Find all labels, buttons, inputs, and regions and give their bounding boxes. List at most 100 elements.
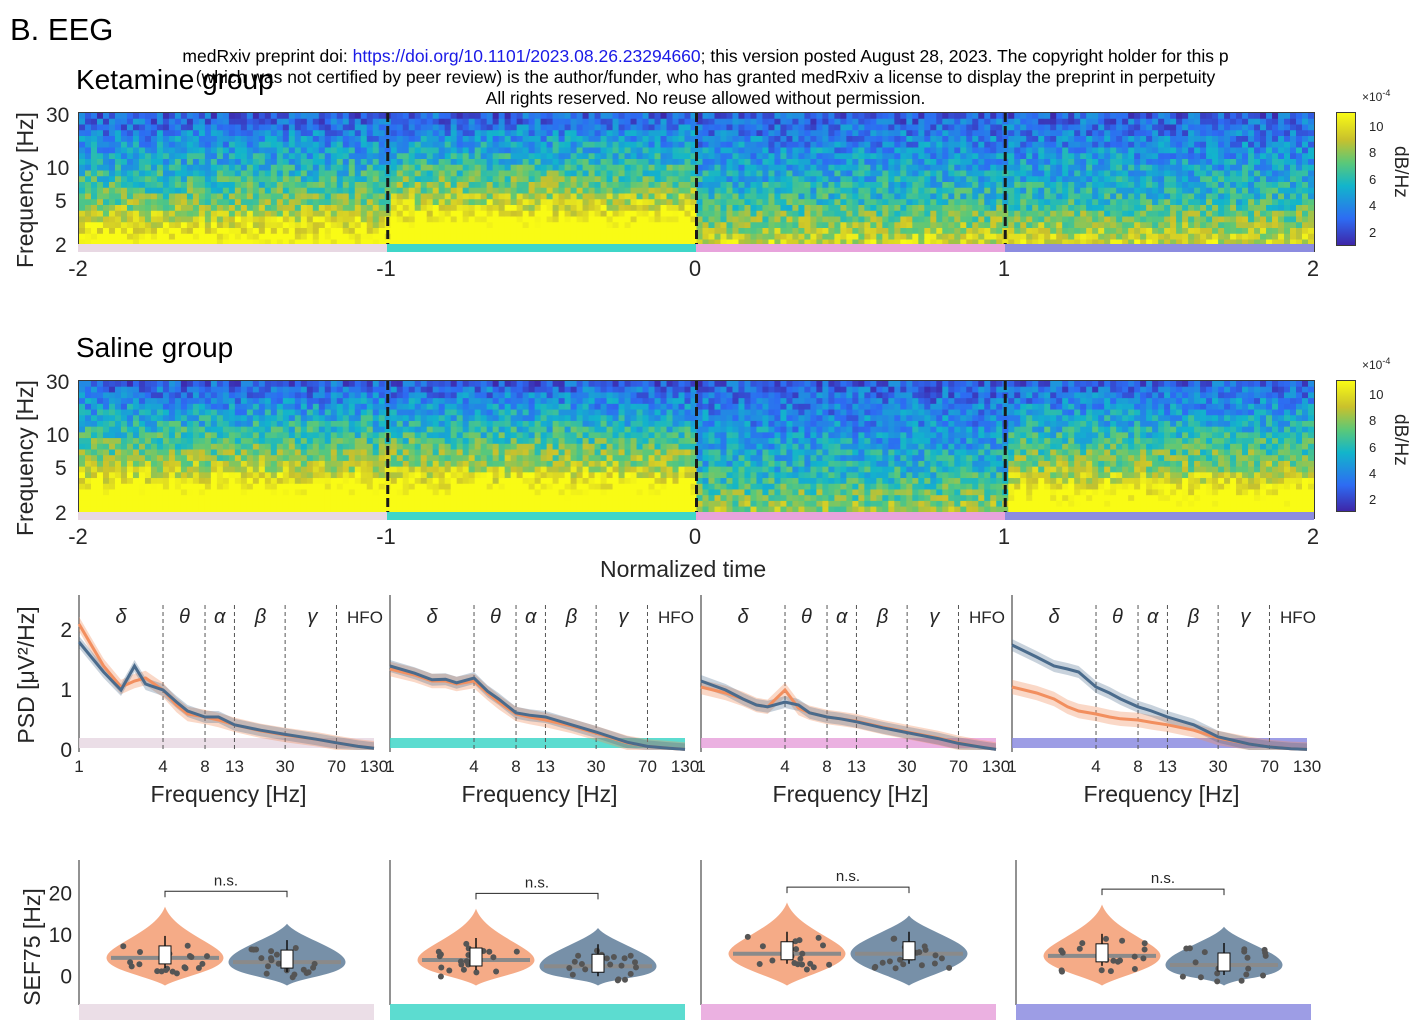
sef-ytick-20: 20 (49, 882, 72, 905)
data-point (900, 961, 907, 968)
doi-link[interactable]: https://doi.org/10.1101/2023.08.26.23294… (352, 46, 701, 66)
data-point (594, 947, 600, 954)
band-label-5: HFO (969, 608, 1005, 627)
data-point (490, 954, 497, 961)
phase-segment-1 (78, 244, 387, 252)
data-point (610, 954, 617, 960)
cb-tick-6-bottom: 6 (1369, 440, 1377, 455)
normalized-time-label: Normalized time (600, 556, 767, 582)
psd-xtick-30: 30 (1209, 757, 1228, 776)
xtick-1-top: 1 (997, 256, 1011, 281)
sef-phase-band-4 (1016, 1004, 1311, 1020)
psd-xtick-4: 4 (780, 757, 789, 776)
data-point (292, 945, 299, 951)
data-point (921, 943, 928, 950)
data-point (1186, 945, 1193, 952)
data-point (1058, 947, 1065, 954)
banner-line-3: All rights reserved. No reuse allowed wi… (485, 88, 926, 108)
psd-xtick-70: 70 (327, 757, 346, 776)
phase-bar-saline (78, 512, 1314, 520)
xtick-2-bottom: 2 (1306, 524, 1320, 549)
ketamine-spectrogram (78, 112, 1315, 252)
psd-ytick-1: 1 (60, 679, 72, 702)
data-point (1076, 945, 1083, 952)
band-label-3: β (876, 606, 888, 628)
data-point (1110, 957, 1117, 964)
psd-xtick-130: 130 (1293, 757, 1321, 776)
saline-psd-line (77, 641, 375, 750)
data-point (1214, 970, 1221, 977)
data-point (182, 965, 189, 972)
data-point (946, 964, 953, 971)
band-label-1: θ (179, 606, 190, 628)
data-point (892, 965, 899, 972)
xtick-neg2-bottom: -2 (68, 524, 88, 549)
phase-segment-3 (696, 512, 1005, 520)
psd-xtick-4: 4 (1091, 757, 1100, 776)
iqr-box (1095, 943, 1109, 963)
data-point (195, 965, 202, 971)
data-point (446, 967, 453, 974)
cb-tick-4-top: 4 (1369, 198, 1377, 213)
colorbar-label-bottom: dB/Hz (1390, 414, 1411, 466)
ytick-2-bottom: 2 (55, 502, 67, 525)
data-point (627, 970, 634, 977)
data-point (268, 955, 274, 962)
psd-phase-band-4 (1012, 738, 1307, 748)
band-label-2: α (1147, 606, 1159, 628)
data-point (1141, 940, 1148, 947)
data-point (486, 948, 493, 955)
data-point (1131, 953, 1138, 960)
data-point (1141, 946, 1148, 953)
xtick-0-bottom: 0 (688, 524, 702, 549)
data-point (493, 968, 500, 975)
data-point (1214, 978, 1221, 985)
ketamine-group-title: Ketamine group (76, 64, 274, 95)
data-point (265, 963, 271, 970)
ytick-10-top: 10 (46, 157, 70, 180)
band-label-4: γ (929, 606, 940, 628)
data-point (1119, 937, 1126, 944)
data-point (127, 959, 134, 966)
band-label-1: θ (490, 606, 501, 628)
band-label-2: α (214, 606, 226, 628)
data-point (154, 968, 161, 975)
colorbar-bottom (1336, 380, 1356, 512)
saline-psd-line (389, 664, 686, 751)
psd-phase-band-1 (79, 738, 374, 748)
data-point (871, 964, 878, 971)
data-point (826, 961, 833, 968)
psd-xtick-13: 13 (847, 757, 866, 776)
saline-sem-band (390, 660, 685, 750)
data-point (305, 969, 312, 976)
data-point (621, 955, 628, 962)
data-point (815, 934, 822, 941)
data-point (603, 955, 610, 962)
data-point (199, 960, 206, 967)
data-point (810, 964, 817, 971)
data-point (891, 935, 898, 942)
data-point (569, 971, 576, 978)
significance-bracket (475, 892, 599, 900)
data-point (769, 957, 776, 964)
data-point (1098, 967, 1105, 974)
data-point (1243, 971, 1250, 978)
data-point (460, 966, 467, 973)
saline-group-title: Saline group (76, 332, 234, 363)
data-point (756, 961, 763, 967)
band-label-1: θ (801, 606, 812, 628)
psd-xtick-30: 30 (898, 757, 917, 776)
data-point (250, 946, 257, 953)
psd-ytick-2: 2 (60, 619, 72, 642)
xtick-neg1-top: -1 (376, 256, 396, 281)
data-point (633, 964, 639, 971)
xtick-0-top: 0 (688, 256, 702, 281)
xtick-2-top: 2 (1306, 256, 1320, 281)
data-point (1197, 974, 1204, 981)
data-point (938, 955, 945, 962)
data-point (791, 960, 798, 966)
sef-phase-band-1 (79, 1004, 374, 1020)
cb-tick-8-top: 8 (1369, 145, 1377, 160)
band-label-3: β (565, 606, 577, 628)
data-point (799, 950, 806, 957)
